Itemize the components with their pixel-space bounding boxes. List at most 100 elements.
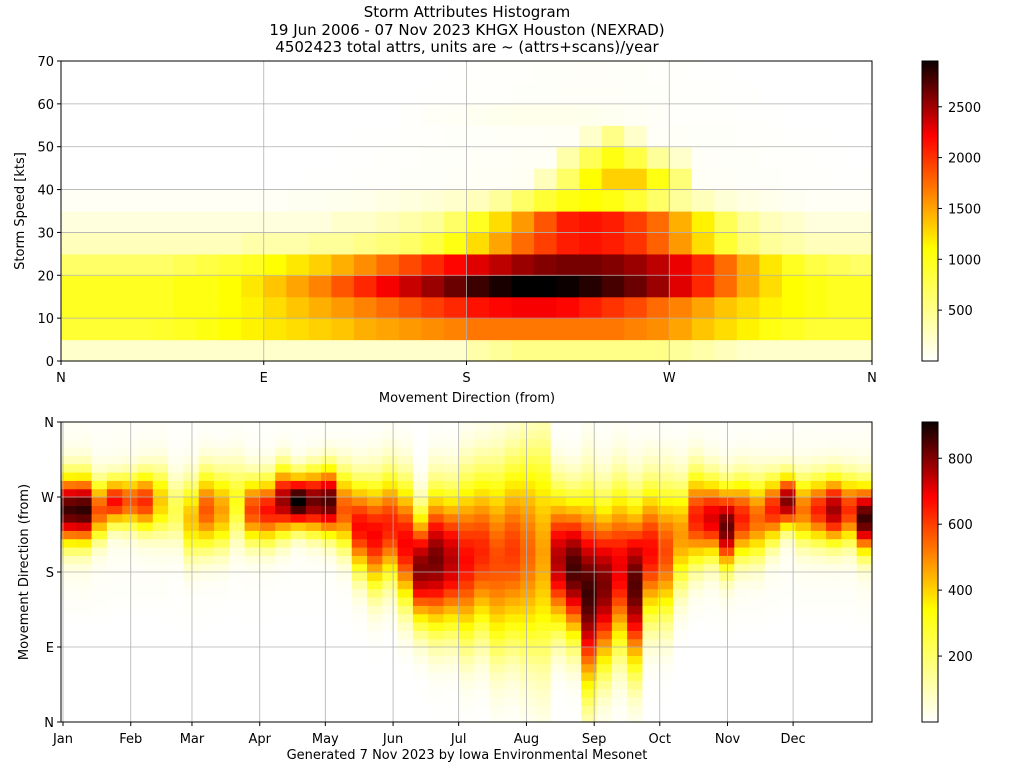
heat-cell — [91, 713, 108, 723]
heat-cell — [810, 713, 827, 723]
top-heatmap-cells — [61, 61, 873, 362]
heat-cell — [764, 597, 781, 606]
heat-cell — [718, 563, 735, 573]
heat-cell — [443, 463, 460, 473]
heat-cell — [152, 513, 169, 523]
heat-cell — [489, 605, 506, 615]
heat-cell — [458, 580, 475, 590]
heat-cell — [428, 480, 445, 490]
heat-cell — [474, 613, 491, 623]
heat-cell — [443, 547, 460, 556]
heat-cell — [351, 588, 368, 598]
heat-cell — [290, 530, 307, 540]
heat-cell — [443, 672, 460, 681]
heat-cell — [489, 168, 513, 191]
heat-cell — [168, 697, 185, 706]
heat-cell — [128, 318, 152, 341]
heat-cell — [106, 505, 123, 515]
heat-cell — [849, 103, 873, 126]
heat-cell — [122, 522, 139, 531]
heat-cell — [61, 430, 77, 440]
heat-cell — [331, 275, 355, 298]
heat-cell — [397, 513, 414, 523]
heat-cell — [504, 547, 521, 556]
heat-cell — [275, 597, 292, 606]
heat-cell — [308, 168, 332, 191]
heat-cell — [443, 168, 468, 191]
heat-cell — [183, 630, 200, 640]
heat-cell — [504, 672, 521, 681]
heat-cell — [489, 125, 513, 148]
heat-cell — [489, 622, 506, 631]
heat-cell — [152, 655, 169, 665]
heat-cell — [367, 663, 383, 673]
heat-cell — [673, 505, 689, 515]
heat-cell — [367, 547, 383, 556]
heat-cell — [336, 522, 353, 531]
heat-cell — [83, 275, 107, 298]
heat-cell — [290, 597, 307, 606]
heat-cell — [259, 488, 276, 498]
heat-cell — [336, 472, 353, 481]
heat-cell — [367, 563, 383, 573]
heat-cell — [305, 588, 322, 598]
heat-cell — [321, 447, 338, 456]
heat-cell — [367, 630, 383, 640]
heat-cell — [397, 455, 414, 465]
heat-cell — [826, 555, 842, 565]
heat-cell — [305, 530, 322, 540]
heat-cell — [152, 430, 169, 440]
heat-cell — [353, 189, 377, 212]
heat-cell — [76, 472, 93, 481]
heat-cell — [443, 447, 460, 456]
heat-cell — [714, 253, 738, 276]
heat-cell — [749, 463, 766, 473]
heat-cell — [749, 613, 766, 623]
heat-cell — [183, 563, 200, 573]
heat-cell — [780, 655, 797, 665]
heat-cell — [849, 168, 873, 191]
heat-cell — [673, 630, 689, 640]
heat-cell — [657, 538, 674, 548]
heat-cell — [642, 438, 659, 448]
heat-cell — [137, 522, 154, 531]
heat-cell — [736, 211, 760, 234]
heat-cell — [218, 103, 242, 126]
heat-cell — [214, 580, 230, 590]
heat-cell — [534, 146, 558, 169]
heat-cell — [376, 61, 400, 84]
heat-cell — [489, 647, 506, 656]
heat-cell — [275, 638, 292, 648]
heat-cell — [183, 647, 200, 656]
heat-cell — [376, 189, 400, 212]
heat-cell — [826, 189, 851, 212]
heat-cell — [259, 688, 276, 698]
heat-cell — [565, 447, 582, 456]
heat-cell — [353, 318, 377, 341]
heat-cell — [535, 538, 552, 548]
heat-cell — [504, 555, 521, 565]
heat-cell — [241, 275, 265, 298]
heat-cell — [764, 447, 781, 456]
heat-cell — [780, 438, 797, 448]
heat-cell — [151, 318, 175, 341]
heat-cell — [305, 438, 322, 448]
heat-cell — [198, 563, 215, 573]
heat-cell — [397, 663, 414, 673]
heat-cell — [241, 296, 265, 319]
heat-cell — [504, 480, 521, 490]
heat-cell — [734, 538, 751, 548]
heat-cell — [290, 605, 307, 615]
heat-cell — [152, 713, 169, 723]
heat-cell — [718, 455, 735, 465]
heat-cell — [275, 663, 292, 673]
heat-cell — [780, 530, 797, 540]
heat-cell — [259, 622, 276, 631]
heat-cell — [780, 505, 797, 515]
heat-cell — [810, 563, 827, 573]
heat-cell — [736, 318, 760, 341]
heat-cell — [504, 680, 521, 690]
heat-cell — [152, 572, 169, 581]
heat-cell — [642, 572, 659, 581]
heat-cell — [611, 505, 628, 515]
